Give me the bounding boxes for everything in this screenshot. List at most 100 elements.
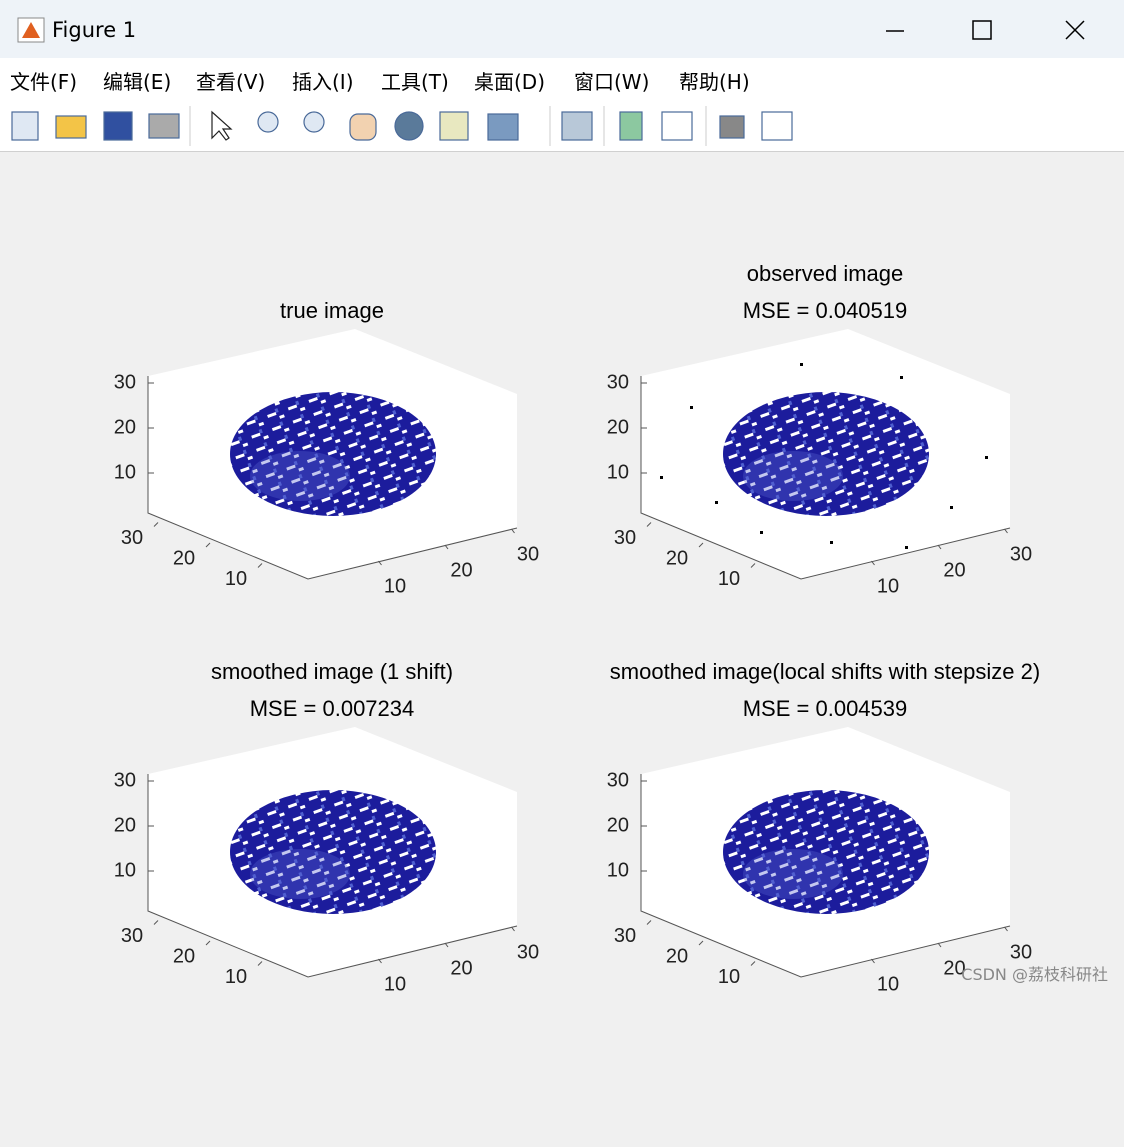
subplot-title: MSE = 0.004539 <box>743 696 908 721</box>
y-tick-label: 20 <box>666 945 688 967</box>
menu-item[interactable]: 窗口(W) <box>574 70 650 94</box>
menu-item[interactable]: 插入(I) <box>292 70 354 94</box>
x-tick-label: 30 <box>1010 941 1032 963</box>
x-tick <box>871 958 875 964</box>
toolbar-icons <box>11 106 793 146</box>
tool-hide[interactable] <box>719 115 745 139</box>
isosurface <box>230 790 436 914</box>
y-tick <box>698 542 704 548</box>
tool-legend[interactable] <box>661 111 693 141</box>
axes-edges <box>147 774 518 978</box>
watermark: CSDN @荔枝科研社 <box>961 965 1108 984</box>
y-tick <box>205 940 211 946</box>
figure-window: Figure 1 文件(F) 编辑(E) 查看(V) 插入(I) 工具(T) 桌面(D) 窗… <box>0 0 1124 996</box>
subplot-title: MSE = 0.007234 <box>250 696 415 721</box>
title-bar: Figure 1 <box>0 0 1124 58</box>
x-tick-label: 20 <box>450 957 472 979</box>
tool-pan[interactable] <box>349 113 377 141</box>
y-tick <box>750 961 756 966</box>
window-title: Figure 1 <box>52 18 137 42</box>
tool-rotate[interactable] <box>394 111 424 141</box>
subplot-title: smoothed image (1 shift) <box>211 659 453 684</box>
noise-speck <box>760 531 763 534</box>
menu-item[interactable]: 工具(T) <box>381 70 449 94</box>
z-tick-label: 20 <box>607 416 629 438</box>
noise-speck <box>985 456 988 459</box>
x-tick-label: 20 <box>943 957 965 979</box>
y-tick <box>153 920 159 925</box>
y-tick <box>646 920 652 925</box>
isosurface-shade <box>250 451 350 501</box>
toolbar-separators <box>189 106 707 146</box>
x-tick-label: 20 <box>943 559 965 581</box>
maximize-button[interactable] <box>972 20 992 40</box>
isosurface-shade <box>743 849 843 899</box>
tool-show[interactable] <box>761 111 793 141</box>
y-tick <box>750 563 756 568</box>
y-tick-label: 10 <box>718 568 740 590</box>
subplot-title: true image <box>280 298 384 323</box>
y-tick-label: 30 <box>614 925 636 947</box>
tool-brush[interactable] <box>487 113 519 141</box>
subplot-title: smoothed image(local shifts with stepsiz… <box>610 659 1040 684</box>
tool-zoom-out[interactable] <box>303 111 325 133</box>
x-tick <box>937 942 942 948</box>
tool-datatip[interactable] <box>439 111 469 141</box>
axes-edges <box>640 376 1011 580</box>
x-tick-label: 10 <box>384 575 406 597</box>
x-tick-label: 30 <box>517 941 539 963</box>
axes-edges <box>640 774 1011 978</box>
title-bar-icons <box>17 17 1085 43</box>
y-tick-label: 20 <box>666 547 688 569</box>
toolbar <box>0 100 1124 152</box>
x-tick-label: 30 <box>1010 543 1032 565</box>
menu-item[interactable]: 查看(V) <box>196 70 266 94</box>
noise-speck <box>800 363 803 366</box>
tool-link[interactable] <box>561 111 593 141</box>
menu-item[interactable]: 编辑(E) <box>103 70 172 94</box>
z-tick-label: 30 <box>114 371 136 393</box>
tool-colorbar[interactable] <box>619 111 643 141</box>
noise-speck <box>660 476 663 479</box>
tool-zoom-in[interactable] <box>257 111 279 133</box>
menu-item[interactable]: 文件(F) <box>10 70 78 94</box>
y-tick-label: 30 <box>121 925 143 947</box>
z-tick-label: 10 <box>607 461 629 483</box>
noise-speck <box>900 376 903 379</box>
tool-new[interactable] <box>11 111 39 141</box>
tool-open[interactable] <box>55 115 87 139</box>
x-tick <box>444 942 449 948</box>
x-tick-label: 10 <box>384 973 406 995</box>
noise-speck <box>905 546 908 549</box>
y-tick-label: 30 <box>121 527 143 549</box>
x-tick <box>511 926 515 932</box>
tool-save[interactable] <box>103 111 133 141</box>
y-tick <box>205 542 211 548</box>
tool-print[interactable] <box>148 113 180 139</box>
x-tick <box>871 560 875 566</box>
x-tick <box>378 560 382 566</box>
z-tick-label: 20 <box>607 814 629 836</box>
subplot: smoothed image(local shifts with stepsiz… <box>607 659 1040 995</box>
close-button[interactable] <box>1065 20 1085 40</box>
menu-item[interactable]: 帮助(H) <box>679 70 750 94</box>
z-tick-label: 20 <box>114 416 136 438</box>
tool-select[interactable] <box>211 110 233 141</box>
y-tick <box>698 940 704 946</box>
subplot-title: MSE = 0.040519 <box>743 298 908 323</box>
z-tick-label: 30 <box>607 769 629 791</box>
x-tick-label: 30 <box>517 543 539 565</box>
x-tick <box>378 958 382 964</box>
subplot: smoothed image (1 shift) MSE = 0.007234 10… <box>114 659 539 995</box>
y-tick-label: 20 <box>173 547 195 569</box>
x-tick-label: 10 <box>877 575 899 597</box>
menu-item[interactable]: 桌面(D) <box>474 70 546 94</box>
z-tick-label: 30 <box>114 769 136 791</box>
y-tick-label: 10 <box>225 568 247 590</box>
x-tick <box>1004 528 1008 534</box>
subplot: true image 10 20 30 10 20 30 10 20 30 <box>114 298 539 597</box>
isosurface-shade <box>250 849 350 899</box>
subplot: observed image MSE = 0.040519 10 20 30 10 20 30… <box>607 261 1032 597</box>
z-tick-label: 10 <box>114 859 136 881</box>
